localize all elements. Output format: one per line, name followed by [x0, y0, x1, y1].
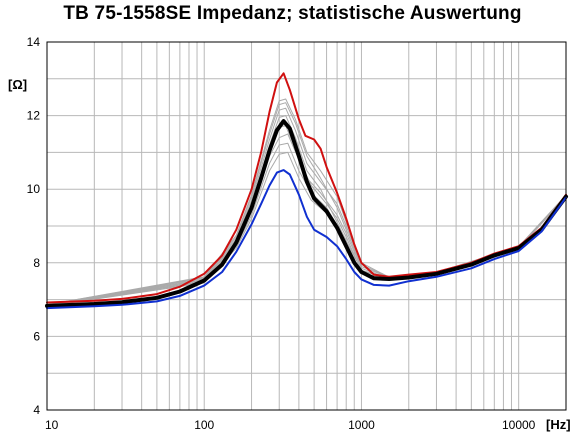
y-tick-label: 4	[33, 403, 40, 417]
min-curve	[46, 169, 567, 310]
y-tick-label: 10	[27, 182, 41, 196]
mean-curve	[45, 119, 568, 308]
x-tick-label: 10000	[502, 418, 536, 432]
x-tick-label: 1000	[348, 418, 375, 432]
series-curves	[45, 72, 568, 310]
chart-title: TB 75-1558SE Impedanz; statistische Ausw…	[63, 3, 522, 24]
x-tick-label: 100	[194, 418, 214, 432]
y-axis-unit: [Ω]	[8, 77, 27, 92]
tick-labels: 4 6 8 10 12 14 10 100 1000 10000	[27, 35, 536, 432]
y-tick-label: 6	[33, 329, 40, 343]
y-tick-label: 14	[27, 35, 41, 49]
x-axis-unit: [Hz]	[546, 417, 571, 432]
y-tick-label: 12	[27, 109, 41, 123]
x-tick-label: 10	[45, 418, 59, 432]
plot-frame	[46, 41, 567, 411]
y-tick-label: 8	[33, 256, 40, 270]
